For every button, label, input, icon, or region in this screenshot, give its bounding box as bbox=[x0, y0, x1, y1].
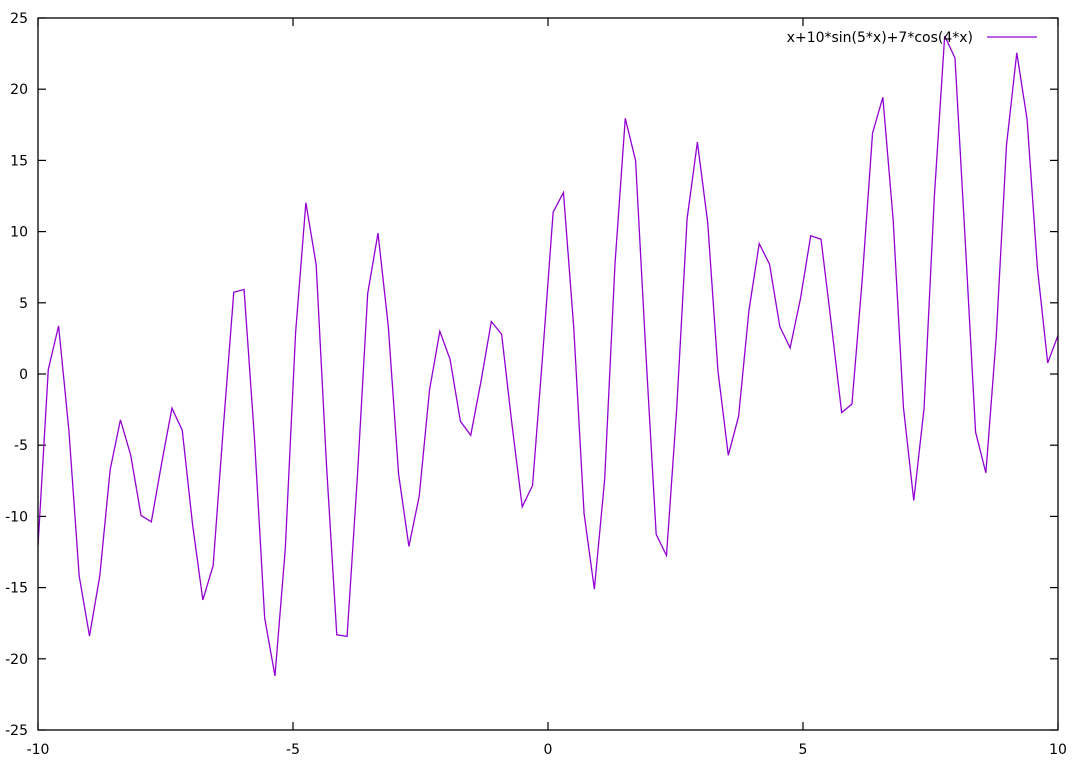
plot-border bbox=[37, 17, 1059, 731]
y-tick-label: 15 bbox=[10, 153, 28, 169]
x-tick-label: 5 bbox=[799, 742, 808, 758]
y-tick-label: 5 bbox=[19, 296, 28, 312]
y-tick-label: -15 bbox=[5, 581, 28, 597]
y-tick-label: 25 bbox=[10, 11, 28, 27]
y-tick-label: -20 bbox=[5, 652, 28, 668]
y-tick-label: 10 bbox=[10, 225, 28, 241]
x-tick-label: -10 bbox=[27, 742, 50, 758]
ticks bbox=[37, 17, 1059, 731]
x-tick-label: 0 bbox=[544, 742, 553, 758]
y-tick-label: -5 bbox=[14, 438, 28, 454]
legend: x+10*sin(5*x)+7*cos(4*x) bbox=[787, 30, 1037, 46]
tick-labels: -25 -20 -15 -10 -5 0 5 10 15 20 25 -10 -5 0 5 10 bbox=[5, 11, 1067, 758]
y-tick-label: -10 bbox=[5, 509, 28, 525]
y-tick-label: 20 bbox=[10, 82, 28, 98]
series-line bbox=[37, 35, 1059, 676]
y-tick-label: 0 bbox=[19, 367, 28, 383]
x-tick-label: -5 bbox=[286, 742, 300, 758]
legend-label: x+10*sin(5*x)+7*cos(4*x) bbox=[787, 30, 973, 46]
y-tick-label: -25 bbox=[5, 723, 28, 739]
x-tick-label: 10 bbox=[1049, 742, 1067, 758]
